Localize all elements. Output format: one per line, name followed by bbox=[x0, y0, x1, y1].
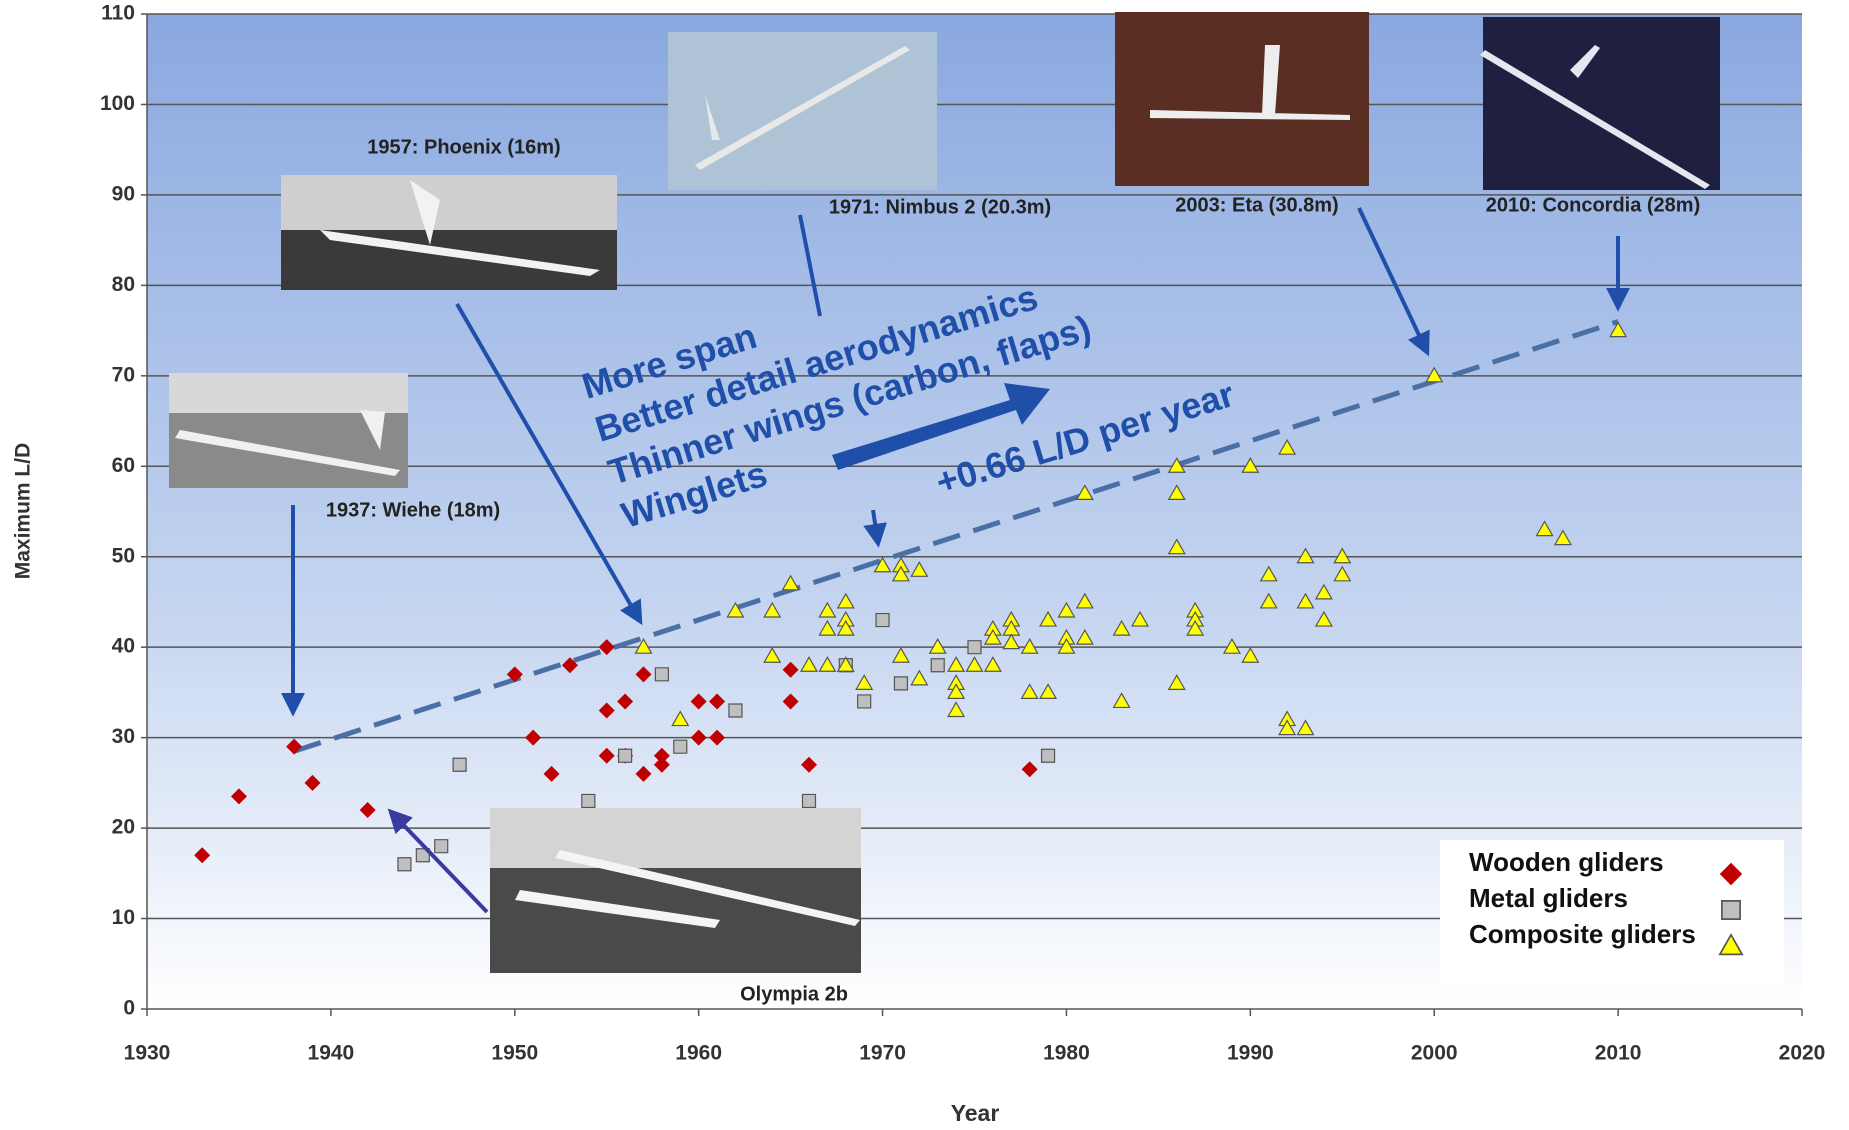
y-tick-label: 0 bbox=[123, 997, 135, 1020]
photo-eta bbox=[1115, 12, 1369, 186]
y-tick-label: 50 bbox=[112, 544, 135, 567]
y-tick-label: 100 bbox=[100, 92, 135, 115]
x-tick-label: 2000 bbox=[1411, 1042, 1458, 1065]
y-tick-label: 110 bbox=[101, 2, 135, 25]
photo-nimbus bbox=[668, 32, 937, 190]
x-tick-label: 1980 bbox=[1043, 1042, 1090, 1065]
y-tick-label: 10 bbox=[112, 906, 135, 929]
photo-phoenix bbox=[281, 175, 617, 290]
point bbox=[619, 749, 632, 762]
point bbox=[1042, 749, 1055, 762]
chart: 0 10 20 30 40 50 60 70 80 90 100 110 1930 1940 1950 196… bbox=[0, 0, 1849, 1130]
point bbox=[876, 614, 889, 627]
point bbox=[674, 740, 687, 753]
x-tick-label: 1970 bbox=[859, 1042, 906, 1065]
photo-caption: 1957: Phoenix (16m) bbox=[367, 136, 560, 158]
y-tick-label: 70 bbox=[112, 363, 135, 386]
point bbox=[803, 794, 816, 807]
photo-caption: 1937: Wiehe (18m) bbox=[326, 499, 500, 521]
x-tick-label: 1950 bbox=[491, 1042, 538, 1065]
point bbox=[729, 704, 742, 717]
x-tick-label: 2010 bbox=[1595, 1042, 1642, 1065]
x-tick-label: 1990 bbox=[1227, 1042, 1274, 1065]
point bbox=[398, 858, 411, 871]
y-tick-label: 40 bbox=[112, 635, 135, 658]
x-tick-label: 1940 bbox=[308, 1042, 355, 1065]
point bbox=[435, 840, 448, 853]
photo-caption: 2010: Concordia (28m) bbox=[1486, 194, 1701, 216]
legend-label: Metal gliders bbox=[1469, 883, 1628, 913]
y-tick-label: 60 bbox=[112, 454, 135, 477]
point bbox=[655, 668, 668, 681]
point bbox=[453, 758, 466, 771]
photo-olympia bbox=[490, 808, 861, 973]
photo-concordia bbox=[1480, 17, 1720, 190]
y-tick-label: 30 bbox=[112, 725, 135, 748]
y-tick-label: 80 bbox=[112, 273, 135, 296]
y-axis-label: Maximum L/D bbox=[12, 443, 35, 580]
legend-marker bbox=[1722, 901, 1740, 919]
point bbox=[931, 659, 944, 672]
x-tick-label: 2020 bbox=[1779, 1042, 1826, 1065]
x-tick-label: 1960 bbox=[675, 1042, 722, 1065]
y-tick-label: 20 bbox=[112, 816, 135, 839]
photo-wiehe bbox=[169, 373, 408, 488]
photo-caption: 2003: Eta (30.8m) bbox=[1175, 194, 1338, 216]
point bbox=[858, 695, 871, 708]
point bbox=[894, 677, 907, 690]
point bbox=[582, 794, 595, 807]
x-axis-label: Year bbox=[951, 1100, 1000, 1126]
x-tick-label: 1930 bbox=[124, 1042, 171, 1065]
photo-caption: 1971: Nimbus 2 (20.3m) bbox=[829, 196, 1051, 218]
y-tick-label: 90 bbox=[112, 182, 135, 205]
legend-label: Composite gliders bbox=[1469, 919, 1696, 949]
photo-caption: Olympia 2b bbox=[740, 983, 848, 1005]
point bbox=[968, 641, 981, 654]
legend-label: Wooden gliders bbox=[1469, 847, 1664, 877]
